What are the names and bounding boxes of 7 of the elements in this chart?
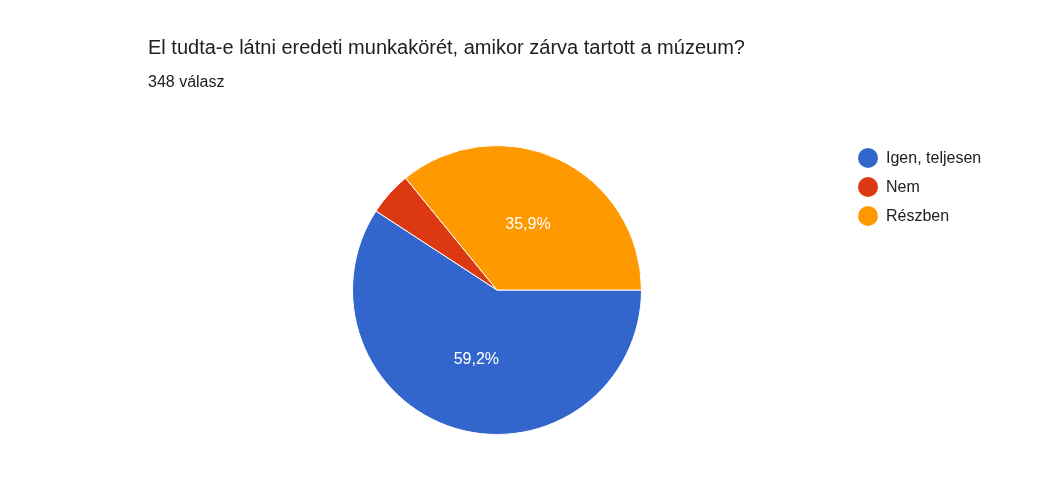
data-label: 35,9% xyxy=(505,215,551,233)
data-label: 59,2% xyxy=(453,349,500,367)
text: 348 válasz xyxy=(148,73,225,91)
chart-title: El tudta-e látni eredeti munkakörét, amikor zárva tartott a múzeum? xyxy=(148,36,745,59)
legend-label: Igen, teljesen xyxy=(886,148,982,167)
legend-label: Részben xyxy=(886,206,950,225)
legend-label: Nem xyxy=(886,177,920,196)
